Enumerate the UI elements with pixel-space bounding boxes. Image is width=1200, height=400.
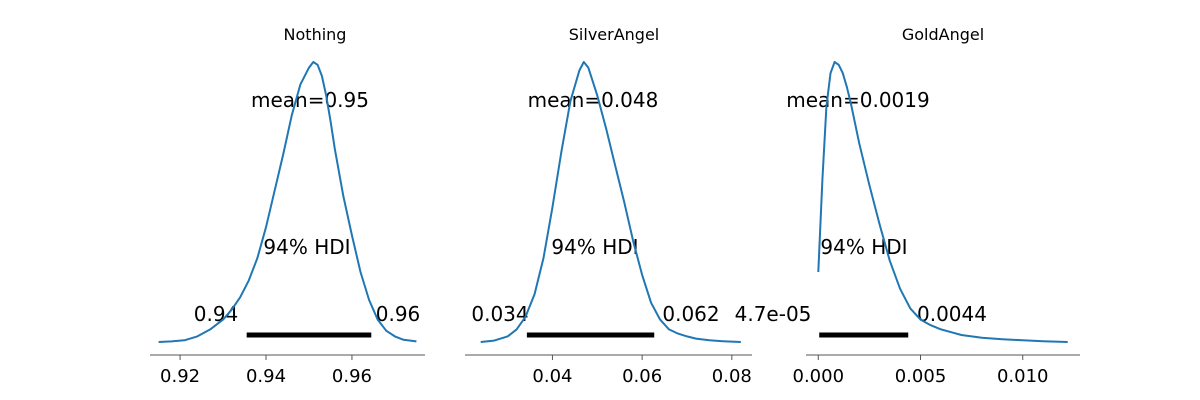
hdi-label: 94% HDI [263, 235, 350, 259]
mean-label: mean=0.95 [251, 88, 369, 112]
mean-label: mean=0.0019 [786, 88, 929, 112]
x-tick-label: 0.96 [332, 366, 372, 387]
hdi-high-label: 0.062 [662, 302, 719, 326]
x-tick-label: 0.08 [712, 366, 752, 387]
hdi-label: 94% HDI [551, 235, 638, 259]
hdi-low-label: 4.7e-05 [735, 302, 812, 326]
panel-goldangel: GoldAngel mean=0.0019 94% HDI 4.7e-05 0.… [735, 25, 1080, 387]
hdi-label: 94% HDI [820, 235, 907, 259]
density-curve [158, 61, 417, 343]
x-tick-label: 0.005 [895, 366, 947, 387]
panel-title: Nothing [284, 25, 347, 44]
x-tick-label: 0.010 [997, 366, 1049, 387]
x-tick-label: 0.000 [793, 366, 845, 387]
panel-title: SilverAngel [569, 25, 659, 44]
mean-label: mean=0.048 [528, 88, 659, 112]
panel-title: GoldAngel [902, 25, 984, 44]
density-curve [817, 61, 1068, 343]
hdi-high-label: 0.96 [376, 302, 421, 326]
hdi-low-label: 0.94 [194, 302, 239, 326]
x-tick-label: 0.04 [532, 366, 572, 387]
panel-nothing: Nothing mean=0.95 94% HDI 0.94 0.96 0.92… [150, 25, 425, 387]
x-tick-label: 0.94 [246, 366, 286, 387]
hdi-high-label: 0.0044 [917, 302, 987, 326]
x-tick-label: 0.92 [160, 366, 200, 387]
density-curve [480, 61, 741, 343]
x-tick-label: 0.06 [622, 366, 662, 387]
hdi-low-label: 0.034 [471, 302, 528, 326]
panel-silverangel: SilverAngel mean=0.048 94% HDI 0.034 0.0… [465, 25, 752, 387]
